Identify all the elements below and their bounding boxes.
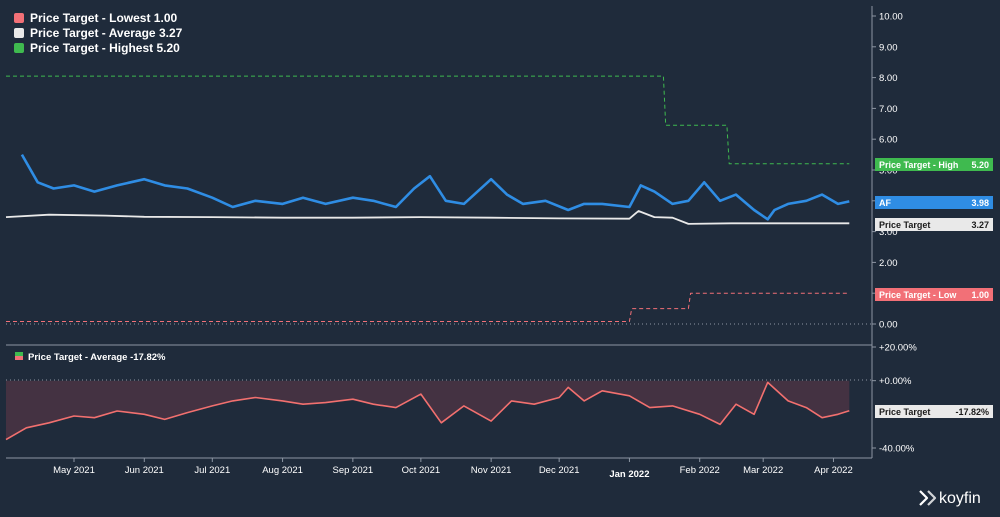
badge-pct: Price Target -17.82% [875,405,993,418]
time-axis-tick-label: May 2021 [53,465,95,476]
koyfin-logo-icon [919,490,937,506]
time-axis-tick-label: Dec 2021 [539,465,580,476]
pct-legend: Price Target - Average -17.82% [15,352,166,363]
time-axis: May 2021 Jun 2021 Jul 2021 Aug 2021 Sep 2021… [53,458,853,480]
koyfin-logo-text: koyfin [939,490,981,507]
price-series-group [5,75,850,322]
badge-price-label: AF [879,198,891,208]
badge-low-bg [875,288,993,301]
badge-high-value: 5.20 [971,160,989,170]
time-axis-tick-label: Jan 2022 [609,469,649,480]
pct-series-group [5,380,850,441]
badge-high-bg [875,158,993,171]
pct-axis-tick-label: +0.00% [879,376,912,387]
price-axis-tick-label: 6.00 [879,135,898,146]
series-line-price-target-low [6,292,850,322]
pct-axis-tick-label: -40.00% [879,444,915,455]
badge-average-label: Price Target [879,220,930,230]
badge-average: Price Target 3.27 [875,218,993,231]
badge-pct-value: -17.82% [955,407,989,417]
time-axis-tick-label: Mar 2022 [743,465,783,476]
series-line-price-target [5,210,850,225]
badge-pct-label: Price Target [879,407,930,417]
badge-price-value: 3.98 [971,198,989,208]
time-axis-tick-label: Nov 2021 [471,465,512,476]
price-axis-tick-label: 9.00 [879,42,898,53]
badge-low-value: 1.00 [971,290,989,300]
pct-axis: +20.00% +0.00% -40.00% [872,343,917,455]
legend-swatch-average [14,28,24,38]
time-axis-tick-label: Feb 2022 [680,465,720,476]
koyfin-logo: koyfin [919,490,981,507]
pct-legend-label: Price Target - Average -17.82% [28,352,166,363]
pct-series-line [5,381,850,441]
price-axis-tick-label: 3.00 [879,227,898,238]
series-line-price-target-high [6,75,850,165]
price-axis-tick-label: 2.00 [879,258,898,269]
price-axis-tick-label: 8.00 [879,73,898,84]
price-axis-tick-label: 0.00 [879,320,898,331]
legend-swatch-lowest [14,13,24,23]
legend-swatch-highest [14,43,24,53]
price-axis-tick-label: 7.00 [879,104,898,115]
badge-pct-bg [875,405,993,418]
badge-price-bg [875,196,993,209]
legend-highest: Price Target - Highest 5.20 [30,41,180,55]
time-axis-tick-label: Aug 2021 [262,465,303,476]
legend: Price Target - Lowest 1.00 Price Target … [14,11,183,55]
time-axis-tick-label: Jul 2021 [194,465,230,476]
badge-price: AF 3.98 [875,196,993,209]
badge-low: Price Target - Low 1.00 [875,288,993,301]
time-axis-tick-label: Jun 2021 [125,465,164,476]
badge-average-value: 3.27 [971,220,989,230]
badge-high-label: Price Target - High [879,160,958,170]
series-line-af [20,153,850,221]
badge-average-bg [875,218,993,231]
legend-average: Price Target - Average 3.27 [30,26,183,40]
legend-lowest: Price Target - Lowest 1.00 [30,11,177,25]
time-axis-tick-label: Oct 2021 [402,465,441,476]
badge-low-label: Price Target - Low [879,290,957,300]
time-axis-tick-label: Sep 2021 [333,465,374,476]
pct-axis-tick-label: +20.00% [879,343,917,354]
price-axis-tick-label: 10.00 [879,12,903,23]
pct-legend-swatch-bottom [15,356,23,360]
time-axis-tick-label: Apr 2022 [814,465,853,476]
pct-area-fill [6,380,850,440]
pct-legend-swatch-top [15,352,23,356]
badge-high: Price Target - High 5.20 [875,158,993,171]
